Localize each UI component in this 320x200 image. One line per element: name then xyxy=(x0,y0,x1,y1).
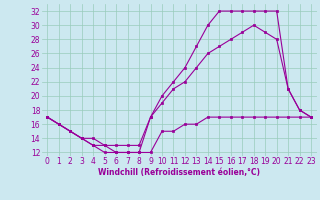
X-axis label: Windchill (Refroidissement éolien,°C): Windchill (Refroidissement éolien,°C) xyxy=(98,168,260,177)
